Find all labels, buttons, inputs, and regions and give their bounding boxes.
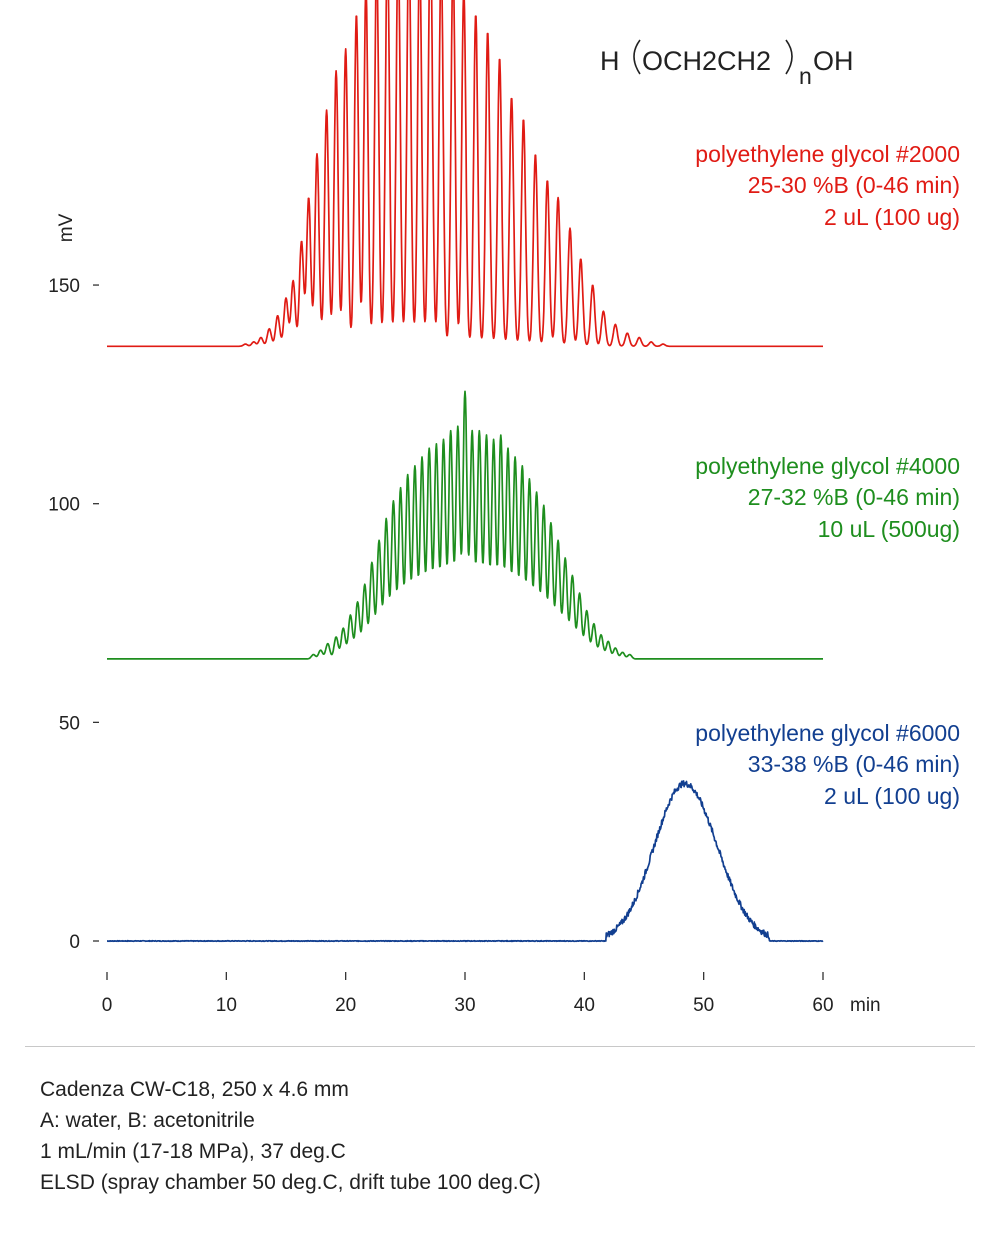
- series-line-peg4000: [106, 390, 824, 660]
- annotation-peg6000-injection: 2 uL (100 ug): [824, 783, 960, 809]
- annotation-peg4000-gradient: 27-32 %B (0-46 min): [748, 484, 960, 510]
- x-tick-label: 40: [574, 995, 595, 1016]
- y-tick-label: 50: [59, 713, 80, 734]
- condition-column: Cadenza CW-C18, 250 x 4.6 mm: [40, 1078, 349, 1101]
- method-conditions: Cadenza CW-C18, 250 x 4.6 mm A: water, B…: [40, 1074, 541, 1198]
- x-tick-label: 0: [102, 995, 113, 1016]
- annotation-peg2000-gradient: 25-30 %B (0-46 min): [748, 172, 960, 198]
- x-tick-label: 30: [454, 995, 475, 1016]
- formula-close-paren: [785, 39, 793, 75]
- annotation-peg2000: polyethylene glycol #2000 25-30 %B (0-46…: [695, 141, 960, 230]
- x-tick-label: 20: [335, 995, 356, 1016]
- x-axis-unit: min: [850, 995, 881, 1016]
- condition-detector: ELSD (spray chamber 50 deg.C, drift tube…: [40, 1171, 541, 1194]
- formula-open-paren: [633, 39, 641, 75]
- x-tick-label: 10: [216, 995, 237, 1016]
- annotation-peg2000-injection: 2 uL (100 ug): [824, 204, 960, 230]
- formula-h: H: [600, 46, 620, 76]
- x-tick-label: 50: [693, 995, 714, 1016]
- annotation-peg6000-name: polyethylene glycol #6000: [695, 720, 960, 746]
- formula-repeat-unit: OCH2CH2: [642, 46, 771, 76]
- annotation-peg6000: polyethylene glycol #6000 33-38 %B (0-46…: [695, 720, 960, 809]
- series-line-peg2000: [106, 0, 824, 348]
- condition-flow: 1 mL/min (17-18 MPa), 37 deg.C: [40, 1140, 346, 1163]
- series-line-peg6000: [106, 780, 824, 943]
- x-axis: 0 10 20 30 40 50 60: [102, 972, 834, 1016]
- divider: [25, 1046, 975, 1047]
- formula-tail: OH: [813, 46, 854, 76]
- annotation-peg4000: polyethylene glycol #4000 27-32 %B (0-46…: [695, 453, 960, 542]
- formula-subscript-n: n: [799, 63, 812, 89]
- y-tick-label: 150: [48, 276, 80, 297]
- chemical-formula: H OCH2CH2 n OH: [600, 39, 854, 89]
- condition-mobile-phase: A: water, B: acetonitrile: [40, 1109, 255, 1132]
- y-axis-unit: mV: [56, 213, 77, 242]
- annotation-peg4000-injection: 10 uL (500ug): [818, 516, 960, 542]
- y-tick-label: 100: [48, 495, 80, 516]
- x-tick-label: 60: [812, 995, 833, 1016]
- chromatogram-chart: H OCH2CH2 n OH mV 0 50 100 150 0 10 20 30 40 50 6…: [48, 0, 960, 1016]
- annotation-peg6000-gradient: 33-38 %B (0-46 min): [748, 751, 960, 777]
- annotation-peg4000-name: polyethylene glycol #4000: [695, 453, 960, 479]
- y-axis: 0 50 100 150: [48, 276, 99, 953]
- annotation-peg2000-name: polyethylene glycol #2000: [695, 141, 960, 167]
- y-tick-label: 0: [69, 932, 80, 953]
